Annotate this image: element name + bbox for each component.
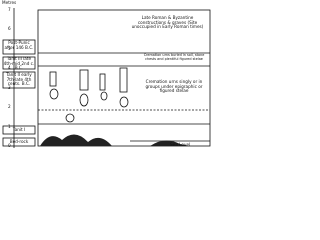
period-label: Tanit I [12,127,26,132]
scale-label: 1 [8,123,11,129]
scale-label: 4 [8,65,11,71]
period-label: Post-Punic after 146 B.C. [4,40,34,50]
scale-label: 6 [8,26,11,32]
note: Late Roman & Byzantine constructions & g… [131,15,204,30]
note: Cremation urns singly or in groups under… [145,79,203,94]
period-label: Tanit II early 7th-late 4th cents. B.C. [6,72,32,87]
drawing [2,8,211,148]
note: Cremation urns buried in soil, stone che… [143,53,205,61]
scale-label: 5 [8,45,11,51]
period-label: Tanit III late 4th-mid 2nd c. B.C. [3,56,35,71]
scale-label: 3 [8,84,11,90]
scale-unit: Metres [2,0,17,5]
period-label: Bed-rock [9,139,29,144]
stratigraphy-diagram: Metres 7 6 5 4 3 2 1 0 Post-Punic after 146 B.C… [0,0,220,154]
scale-label: 0 [8,143,11,148]
scale-label: 2 [8,104,11,110]
sea-level-label: Sea Level [170,142,191,147]
scale-label: 7 [8,7,11,12]
